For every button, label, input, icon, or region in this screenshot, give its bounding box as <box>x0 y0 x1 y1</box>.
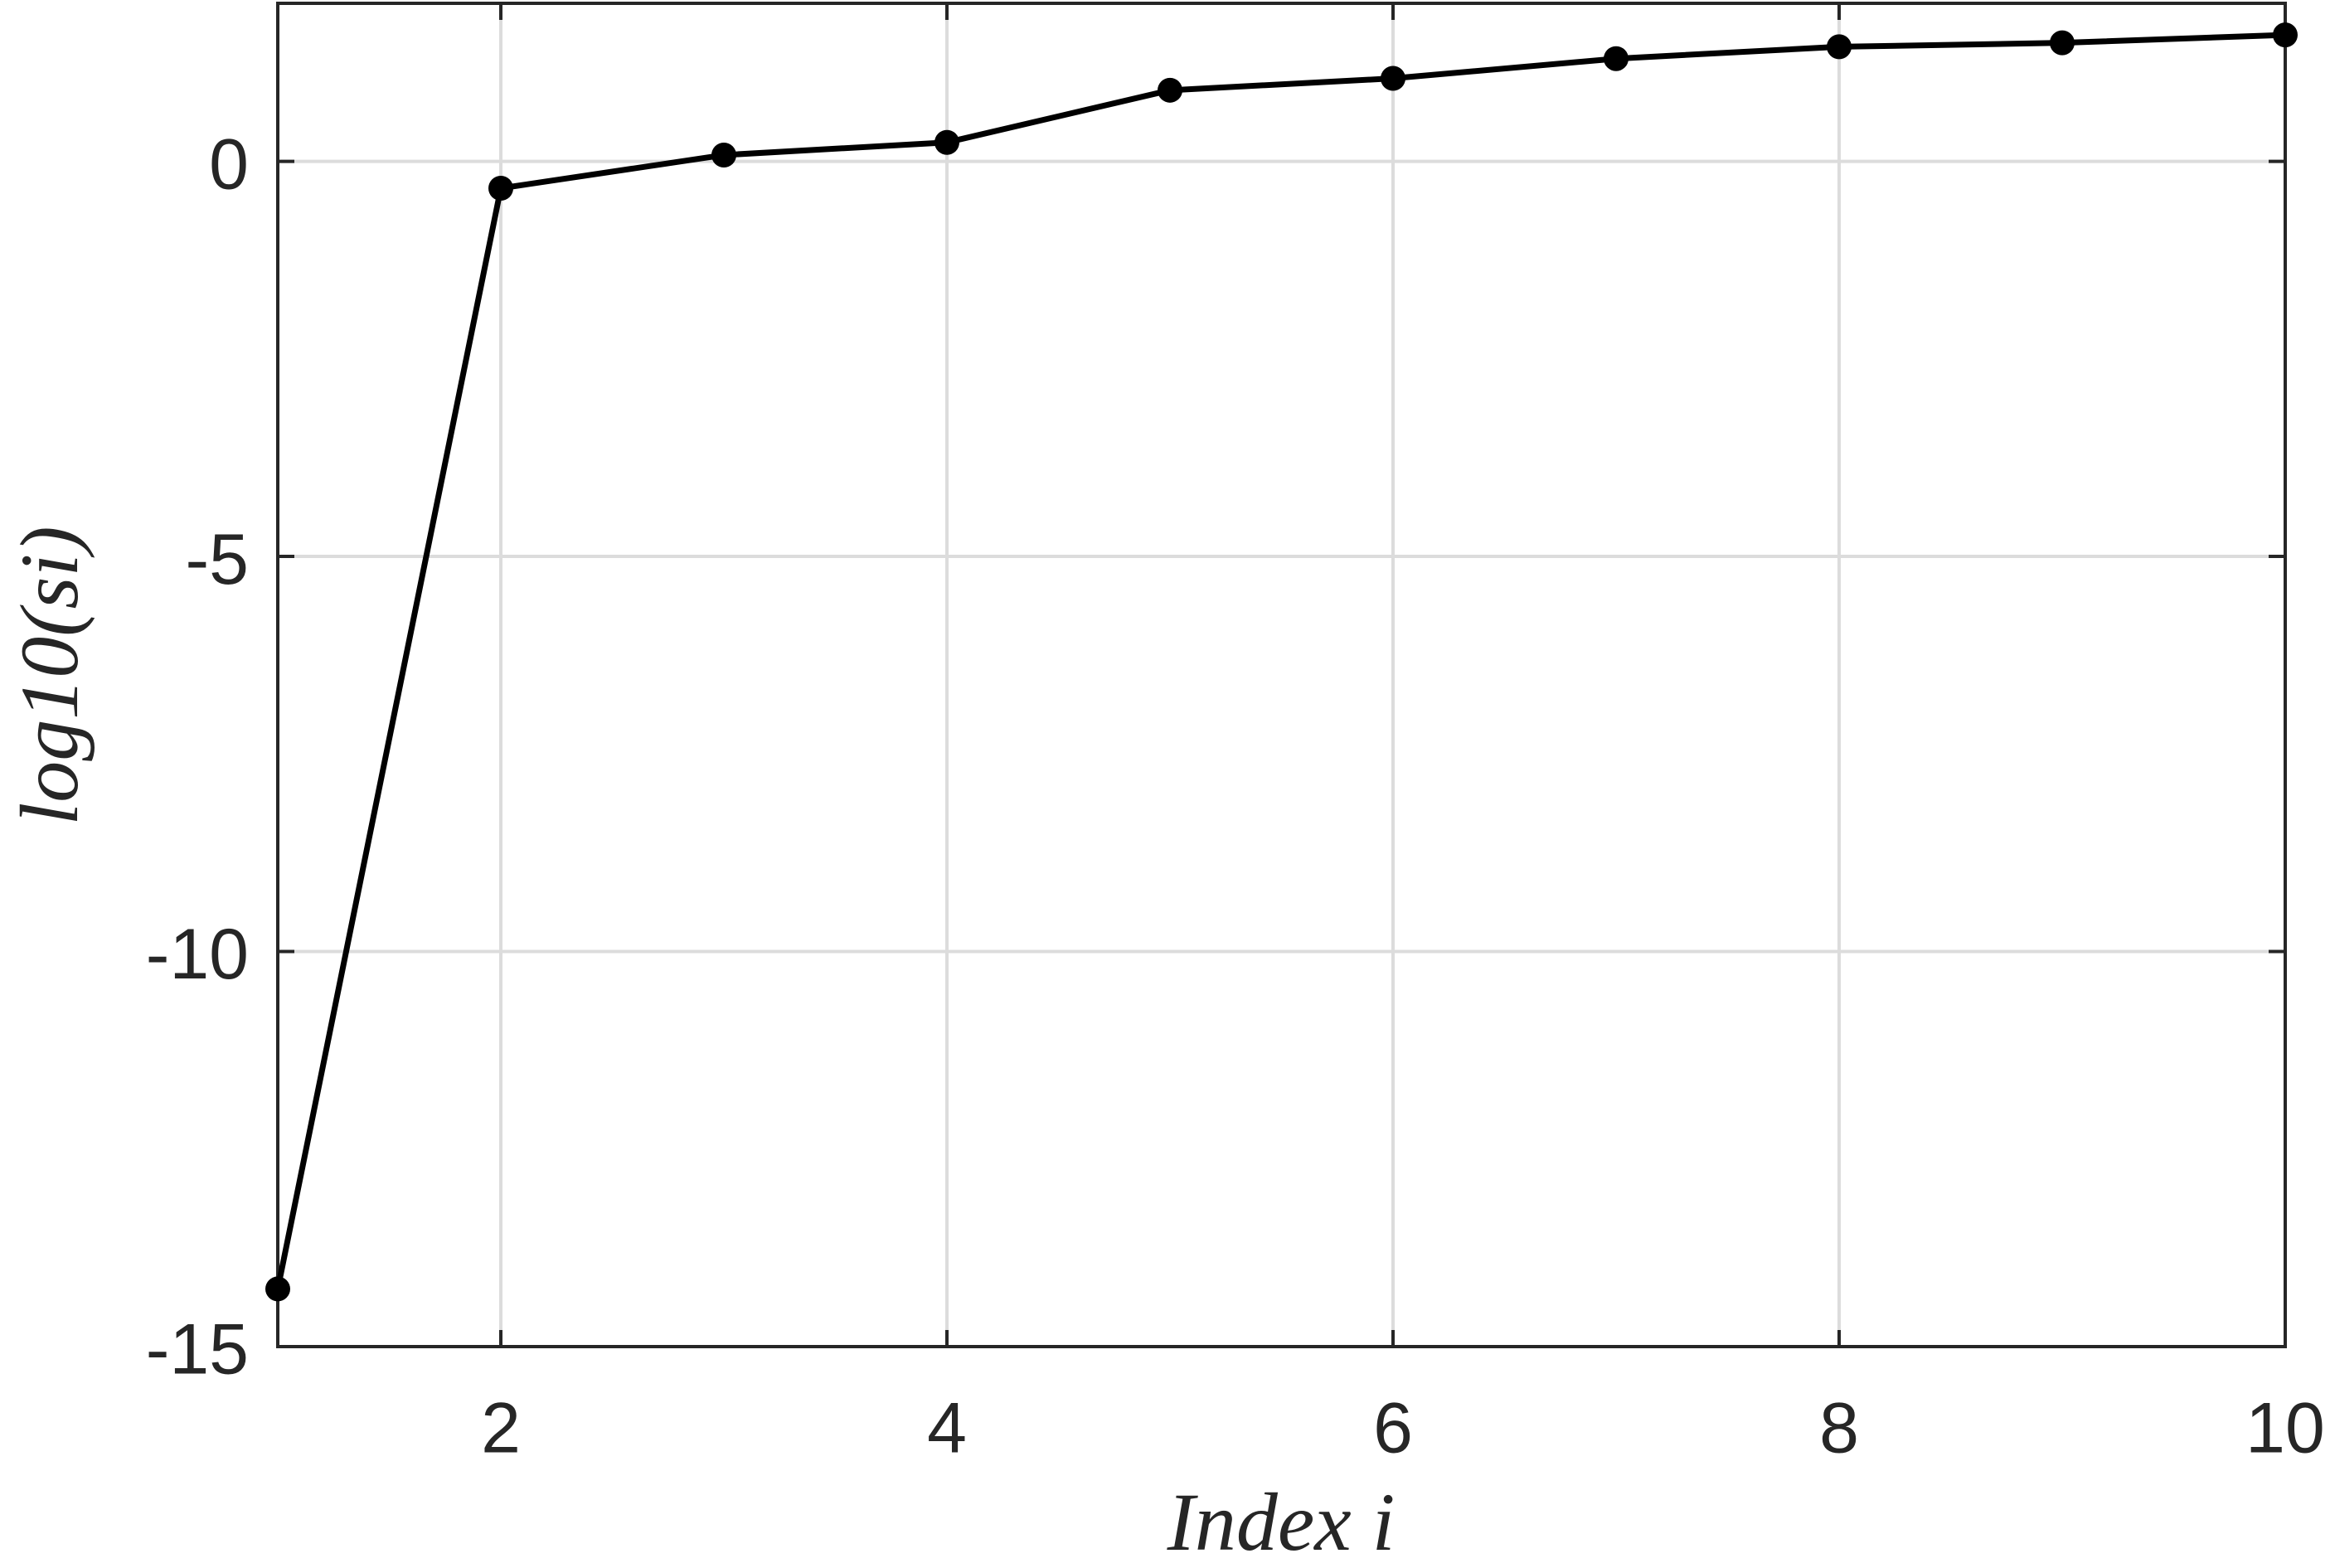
data-point <box>1827 34 1852 60</box>
data-point <box>1381 66 1405 91</box>
y-tick-label: -15 <box>146 1310 249 1390</box>
x-tick-label: 2 <box>481 1389 521 1468</box>
x-tick-label: 4 <box>927 1389 967 1468</box>
data-point <box>265 1276 290 1302</box>
x-tick-label: 8 <box>1819 1389 1859 1468</box>
data-point <box>2050 30 2075 56</box>
y-axis-label: log10(si) <box>3 526 95 825</box>
data-point <box>711 142 736 167</box>
x-tick-label: 10 <box>2245 1389 2325 1468</box>
x-tick-label: 6 <box>1373 1389 1413 1468</box>
data-point <box>2273 22 2298 48</box>
y-tick-label: -10 <box>146 915 249 994</box>
data-point <box>488 175 513 201</box>
x-axis-label: Index i <box>1167 1476 1396 1568</box>
data-line <box>274 32 2286 1290</box>
plot-frame <box>276 2 2287 1348</box>
data-point <box>934 129 959 155</box>
data-point <box>1158 77 1182 103</box>
y-tick-label: 0 <box>209 124 249 204</box>
data-point <box>1604 46 1629 71</box>
y-tick-label: -5 <box>186 520 249 600</box>
